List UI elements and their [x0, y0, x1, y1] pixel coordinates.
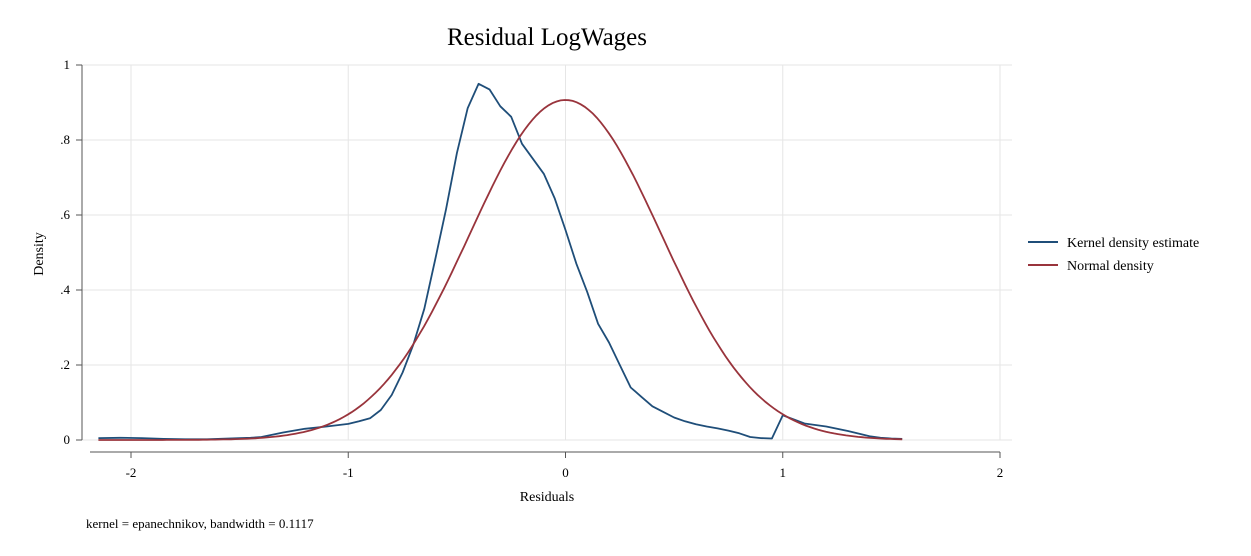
- grid-lines: [82, 64, 1012, 441]
- x-tick-label: -1: [343, 465, 354, 480]
- x-tick-label: -2: [126, 465, 137, 480]
- x-axis-title: Residuals: [520, 490, 574, 505]
- kernel-density-line: [98, 82, 903, 441]
- y-axis-title: Density: [32, 232, 47, 276]
- y-tick-label: 0: [64, 432, 71, 447]
- y-tick-label: .8: [60, 132, 70, 147]
- normal-density-line: [98, 99, 903, 441]
- y-tick-label: 1: [64, 57, 71, 72]
- y-tick-label: .4: [60, 282, 70, 297]
- x-tick-label: 1: [780, 465, 787, 480]
- legend: Kernel density estimate Normal density: [1028, 236, 1199, 274]
- axes: 0 .2 .4 .6 .8 1 -2 -1 0 1 2: [60, 57, 1003, 480]
- x-tick-label: 0: [562, 465, 569, 480]
- y-tick-label: .6: [60, 207, 70, 222]
- legend-label: Kernel density estimate: [1067, 236, 1199, 251]
- legend-label: Normal density: [1067, 259, 1154, 274]
- x-tick-label: 2: [997, 465, 1004, 480]
- series-lines: [98, 82, 903, 441]
- y-tick-label: .2: [60, 357, 70, 372]
- chart-title: Residual LogWages: [447, 24, 647, 51]
- bandwidth-note: kernel = epanechnikov, bandwidth = 0.111…: [86, 516, 314, 531]
